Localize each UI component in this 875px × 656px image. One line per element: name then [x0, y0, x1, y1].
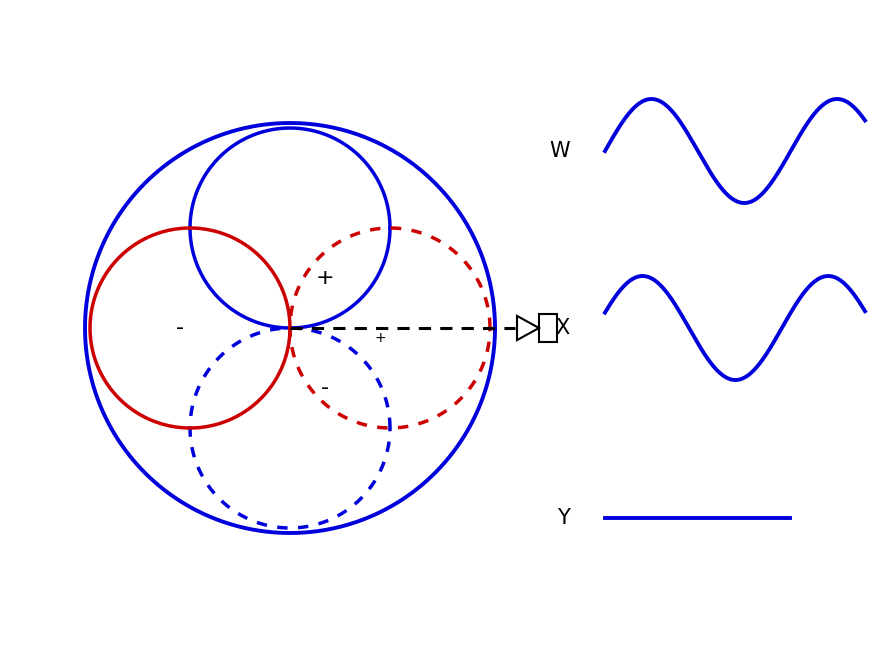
Text: -: - [321, 378, 329, 398]
Text: W: W [550, 141, 570, 161]
Text: +: + [316, 268, 334, 288]
Bar [539, 314, 557, 342]
Text: -: - [176, 318, 184, 338]
Text: X: X [556, 318, 570, 338]
Text: +: + [374, 331, 386, 345]
Text: Y: Y [557, 508, 570, 528]
